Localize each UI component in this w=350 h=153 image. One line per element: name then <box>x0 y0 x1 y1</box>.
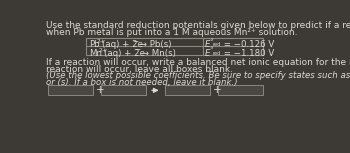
Text: = −0.126 V: = −0.126 V <box>221 40 274 49</box>
Text: when Pb metal is put into a 1 M aqueous Mn²⁺ solution.: when Pb metal is put into a 1 M aqueous … <box>46 28 298 37</box>
Text: (Use the lowest possible coefficients. Be sure to specify states such as (aq): (Use the lowest possible coefficients. B… <box>46 71 350 80</box>
Text: Pb: Pb <box>89 40 99 49</box>
Text: or (s). If a box is not needed, leave it blank.): or (s). If a box is not needed, leave it… <box>46 78 238 87</box>
Text: 2+: 2+ <box>97 39 105 44</box>
Bar <box>164 85 210 95</box>
Text: If a reaction will occur, write a balanced net ionic equation for the reaction. : If a reaction will occur, write a balanc… <box>46 58 350 67</box>
Text: red: red <box>213 42 221 47</box>
Text: °: ° <box>210 39 214 45</box>
Text: −: − <box>134 47 141 53</box>
Text: Use the standard reduction potentials given below to predict if a reaction will : Use the standard reduction potentials gi… <box>46 21 350 30</box>
Text: −: − <box>132 39 138 45</box>
Text: 2+: 2+ <box>99 48 107 53</box>
Text: → Pb(s): → Pb(s) <box>137 40 171 49</box>
Text: reaction will occur, leave all boxes blank.: reaction will occur, leave all boxes bla… <box>46 65 233 74</box>
Bar <box>86 38 263 55</box>
Text: °: ° <box>210 48 214 54</box>
Text: E: E <box>205 49 210 58</box>
Text: → Mn(s): → Mn(s) <box>139 49 176 58</box>
Text: +: + <box>213 85 221 95</box>
Bar <box>48 85 92 95</box>
Text: = −1.180 V: = −1.180 V <box>221 49 274 58</box>
Text: +: + <box>96 85 104 95</box>
Text: red: red <box>213 51 221 56</box>
Text: Mn: Mn <box>89 49 102 58</box>
Text: E: E <box>205 40 210 49</box>
Bar <box>218 85 263 95</box>
Bar <box>101 85 146 95</box>
Text: (aq) + 2e: (aq) + 2e <box>102 40 143 49</box>
Text: (aq) + 2e: (aq) + 2e <box>104 49 145 58</box>
